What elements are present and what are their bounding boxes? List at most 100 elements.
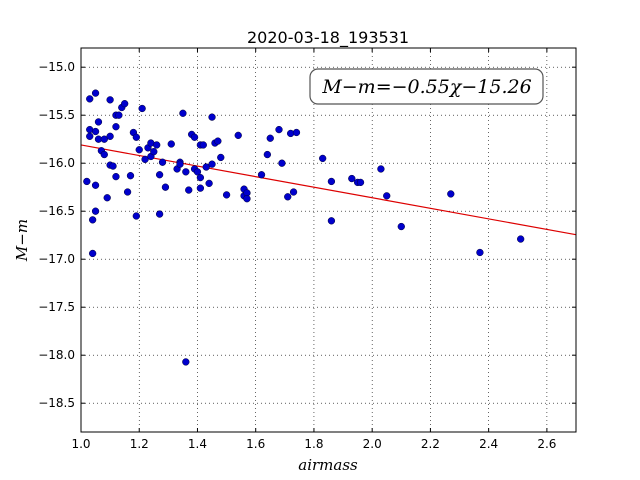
y-tick-label: −17.5 bbox=[38, 300, 75, 314]
y-tick-label: −16.0 bbox=[38, 156, 75, 170]
x-tick-label: 2.0 bbox=[363, 437, 382, 451]
data-point bbox=[214, 137, 222, 145]
data-point bbox=[348, 174, 356, 183]
data-point bbox=[123, 188, 132, 196]
y-tick-label: −18.5 bbox=[38, 396, 75, 410]
plot-frame bbox=[80, 47, 577, 433]
x-tick-label: 1.2 bbox=[130, 437, 149, 451]
x-tick-label: 2.4 bbox=[479, 437, 498, 451]
data-point bbox=[112, 172, 120, 181]
data-point bbox=[161, 183, 170, 191]
axis-ticks bbox=[80, 48, 576, 432]
x-tick-label: 1.6 bbox=[246, 437, 265, 451]
data-point bbox=[182, 358, 190, 366]
data-point bbox=[155, 210, 164, 218]
data-point bbox=[94, 118, 103, 126]
data-point bbox=[106, 132, 114, 140]
data-point bbox=[109, 162, 117, 170]
y-tick-label: −18.0 bbox=[38, 348, 75, 362]
data-point bbox=[263, 150, 272, 159]
data-point bbox=[202, 163, 210, 171]
data-point bbox=[327, 217, 336, 225]
x-tick-label: 1.0 bbox=[71, 437, 90, 451]
y-tick-label: −17.0 bbox=[38, 252, 75, 266]
data-point bbox=[208, 113, 216, 121]
data-point bbox=[208, 160, 216, 168]
x-tick-label: 1.4 bbox=[188, 437, 207, 451]
data-point bbox=[289, 188, 298, 196]
data-point bbox=[377, 165, 385, 173]
data-point bbox=[327, 177, 336, 186]
data-point bbox=[83, 177, 91, 186]
y-tick-label: −16.5 bbox=[38, 204, 75, 218]
data-point bbox=[106, 96, 114, 104]
data-point bbox=[243, 195, 251, 203]
data-point bbox=[126, 172, 135, 180]
data-point bbox=[91, 181, 100, 189]
data-point bbox=[205, 179, 213, 188]
fit-equation: M−m=−0.55χ−15.26 bbox=[321, 76, 531, 98]
y-tick-label: −15.0 bbox=[38, 60, 75, 74]
data-point bbox=[266, 134, 274, 142]
data-point bbox=[234, 131, 242, 140]
data-point bbox=[476, 248, 484, 257]
data-point bbox=[112, 123, 120, 131]
data-point bbox=[196, 173, 205, 182]
data-point bbox=[257, 171, 266, 179]
chart-title: 2020-03-18_193531 bbox=[247, 28, 409, 48]
data-point bbox=[135, 146, 143, 154]
data-point bbox=[167, 140, 175, 148]
y-axis-label: M−m bbox=[13, 219, 31, 262]
data-point bbox=[319, 154, 327, 163]
data-point bbox=[132, 133, 140, 141]
annotation-frame bbox=[309, 68, 544, 105]
data-point bbox=[196, 184, 205, 192]
data-point bbox=[356, 178, 365, 187]
data-point bbox=[150, 148, 158, 156]
data-point bbox=[284, 193, 292, 201]
x-tick-labels: 1.0 1.2 1.4 1.6 1.8 2.0 2.2 2.4 2.6 bbox=[71, 437, 556, 451]
data-point bbox=[132, 212, 140, 220]
data-point bbox=[179, 109, 187, 117]
data-point bbox=[222, 191, 231, 199]
x-tick-label: 2.2 bbox=[421, 437, 440, 451]
grid bbox=[80, 48, 576, 432]
data-point bbox=[91, 89, 100, 97]
data-point bbox=[88, 249, 97, 258]
data-points bbox=[83, 89, 525, 366]
x-axis-label: airmass bbox=[298, 456, 358, 474]
x-tick-label: 2.6 bbox=[537, 437, 556, 451]
data-point bbox=[115, 111, 123, 119]
data-point bbox=[86, 132, 94, 140]
data-point bbox=[278, 159, 286, 167]
data-point bbox=[383, 192, 391, 200]
data-point bbox=[86, 95, 94, 103]
data-point bbox=[397, 222, 405, 231]
data-point bbox=[193, 168, 202, 176]
data-point bbox=[158, 158, 167, 166]
data-point bbox=[100, 150, 108, 159]
data-point bbox=[141, 155, 149, 164]
data-point bbox=[121, 100, 129, 108]
data-point bbox=[217, 153, 225, 162]
data-point bbox=[182, 168, 190, 176]
data-point bbox=[447, 190, 455, 198]
data-point bbox=[292, 128, 301, 137]
data-point bbox=[517, 235, 525, 243]
annotation-box: M−m=−0.55χ−15.26 bbox=[309, 68, 544, 105]
x-tick-label: 1.8 bbox=[304, 437, 323, 451]
data-point bbox=[155, 171, 164, 179]
data-point bbox=[199, 141, 207, 149]
y-tick-labels: −15.0 −15.5 −16.0 −16.5 −17.0 −17.5 −18.0 −18.5 bbox=[38, 60, 75, 410]
data-point bbox=[275, 125, 283, 134]
data-point bbox=[100, 135, 108, 143]
data-point bbox=[103, 194, 111, 202]
data-point bbox=[91, 207, 100, 215]
data-point bbox=[153, 141, 161, 149]
y-tick-label: −15.5 bbox=[38, 108, 75, 122]
data-point bbox=[176, 160, 184, 168]
data-point bbox=[185, 186, 193, 194]
data-point bbox=[91, 127, 100, 136]
data-point bbox=[138, 104, 146, 113]
